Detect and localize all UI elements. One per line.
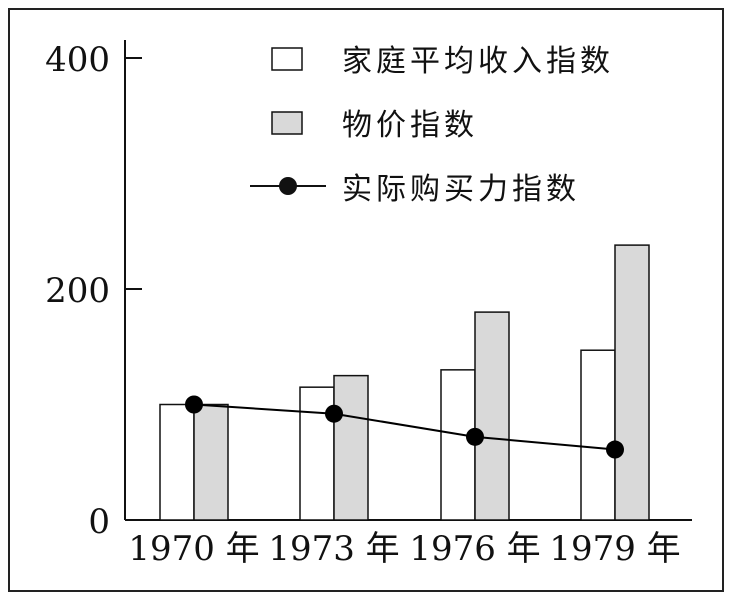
bar-price-2 bbox=[474, 311, 510, 521]
legend-swatch-income bbox=[271, 47, 303, 71]
bar-price-1 bbox=[333, 374, 369, 521]
bar-price-3 bbox=[614, 244, 650, 521]
bar-income-2 bbox=[440, 369, 476, 521]
legend-label-income: 家庭平均收入指数 bbox=[342, 44, 614, 79]
legend-swatch-price bbox=[271, 111, 303, 135]
line-group bbox=[185, 395, 624, 459]
y-tick-label-200: 200 bbox=[45, 271, 110, 311]
x-label-1973: 1973 年 bbox=[268, 529, 399, 569]
x-label-1970: 1970 年 bbox=[128, 529, 259, 569]
legend-label-power: 实际购买力指数 bbox=[342, 172, 580, 207]
legend-marker-power bbox=[279, 177, 297, 195]
line-power bbox=[193, 403, 616, 451]
legend: 家庭平均收入指数 物价指数 实际购买力指数 bbox=[250, 44, 614, 207]
x-label-1979: 1979 年 bbox=[549, 529, 680, 569]
bar-price-0 bbox=[193, 403, 229, 521]
chart-frame bbox=[8, 8, 724, 592]
point-power-0 bbox=[185, 395, 203, 414]
y-tick-label-0: 0 bbox=[88, 502, 110, 542]
point-power-2 bbox=[466, 427, 484, 446]
legend-label-price: 物价指数 bbox=[342, 108, 478, 143]
x-label-1976: 1976 年 bbox=[409, 529, 540, 569]
point-power-1 bbox=[325, 404, 343, 423]
bar-income-3 bbox=[580, 349, 616, 521]
bar-group bbox=[159, 244, 650, 521]
point-power-3 bbox=[606, 440, 624, 459]
bar-income-0 bbox=[159, 403, 195, 521]
y-tick-label-400: 400 bbox=[45, 40, 110, 80]
